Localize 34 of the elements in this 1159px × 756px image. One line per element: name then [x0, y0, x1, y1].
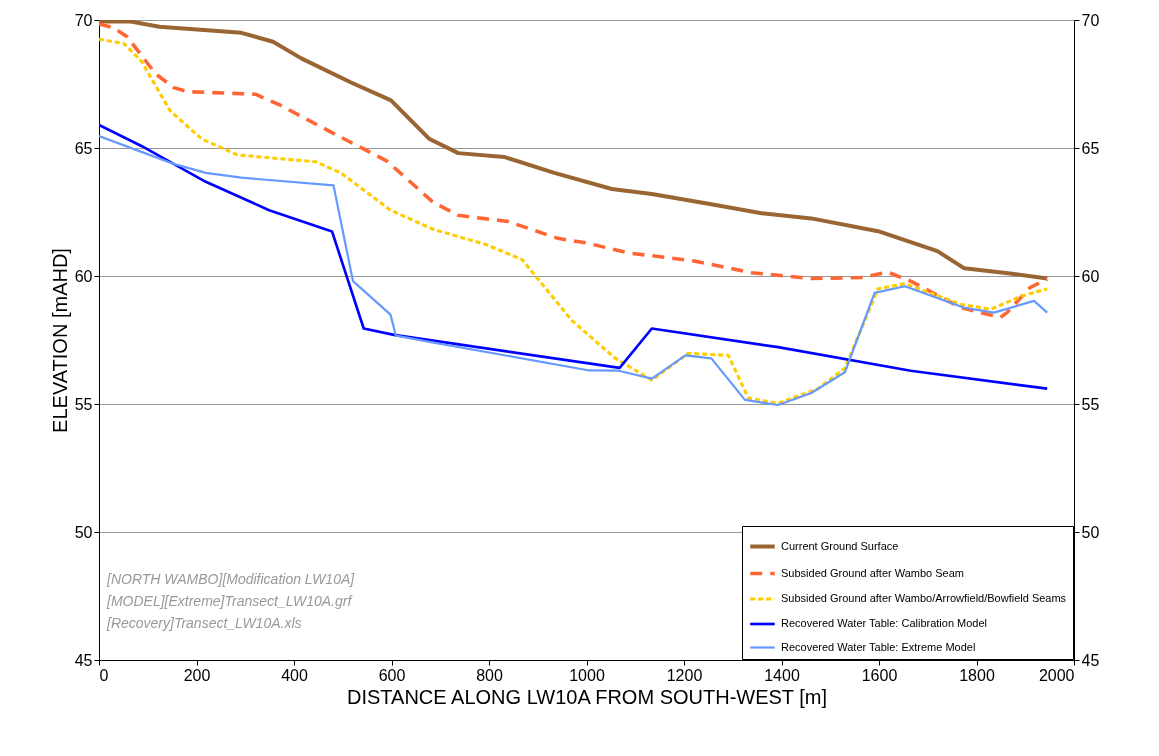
y-tick-label: 60 — [74, 267, 93, 285]
y-axis-title: ELEVATION [mAHD] — [48, 248, 71, 433]
annotation: [MODEL][Extreme]Transect_LW10A.grf — [106, 593, 354, 609]
legend-label: Recovered Water Table: Extreme Model — [781, 640, 976, 653]
x-tick-label: 1400 — [764, 666, 800, 684]
x-tick-label: 1000 — [569, 666, 605, 684]
annotation: [NORTH WAMBO][Modification LW10A] — [106, 571, 356, 587]
line-series — [99, 37, 1049, 405]
legend-label: Subsided Ground after Wambo/Arrowfield/Bowfield Seams — [781, 592, 1067, 604]
y2-tick-label: 55 — [1081, 395, 1100, 413]
annotation: [Recovery]Transect_LW10A.xls — [106, 615, 302, 631]
x-tick-label: 0 — [99, 666, 109, 684]
x-tick-label: 2000 — [1038, 666, 1075, 684]
y2-tick-label: 45 — [1081, 651, 1100, 669]
legend-label: Current Ground Surface — [781, 539, 899, 552]
y2-tick-label: 65 — [1081, 139, 1100, 157]
x-tick-label: 200 — [183, 666, 211, 684]
y-tick-label: 55 — [74, 395, 93, 413]
x-tick-label: 800 — [476, 666, 503, 684]
y2-tick-label: 50 — [1081, 523, 1100, 541]
y-tick-label: 70 — [74, 11, 93, 29]
y2-tick-label: 60 — [1081, 267, 1100, 285]
x-axis-title: DISTANCE ALONG LW10A FROM SOUTH-WEST [m] — [346, 685, 828, 708]
x-tick-label: 1200 — [666, 666, 703, 684]
x-tick-label: 400 — [281, 666, 308, 684]
y-tick-label: 65 — [74, 139, 93, 157]
y-tick-label: 45 — [74, 651, 93, 669]
y-tick-label: 50 — [74, 523, 93, 541]
x-tick-label: 1600 — [861, 666, 898, 684]
x-tick-label: 600 — [378, 666, 406, 684]
legend-label: Recovered Water Table: Calibration Model — [781, 617, 988, 629]
y2-tick-label: 70 — [1081, 11, 1100, 29]
legend-label: Subsided Ground after Wambo Seam — [781, 566, 965, 579]
x-tick-label: 1800 — [959, 666, 995, 684]
